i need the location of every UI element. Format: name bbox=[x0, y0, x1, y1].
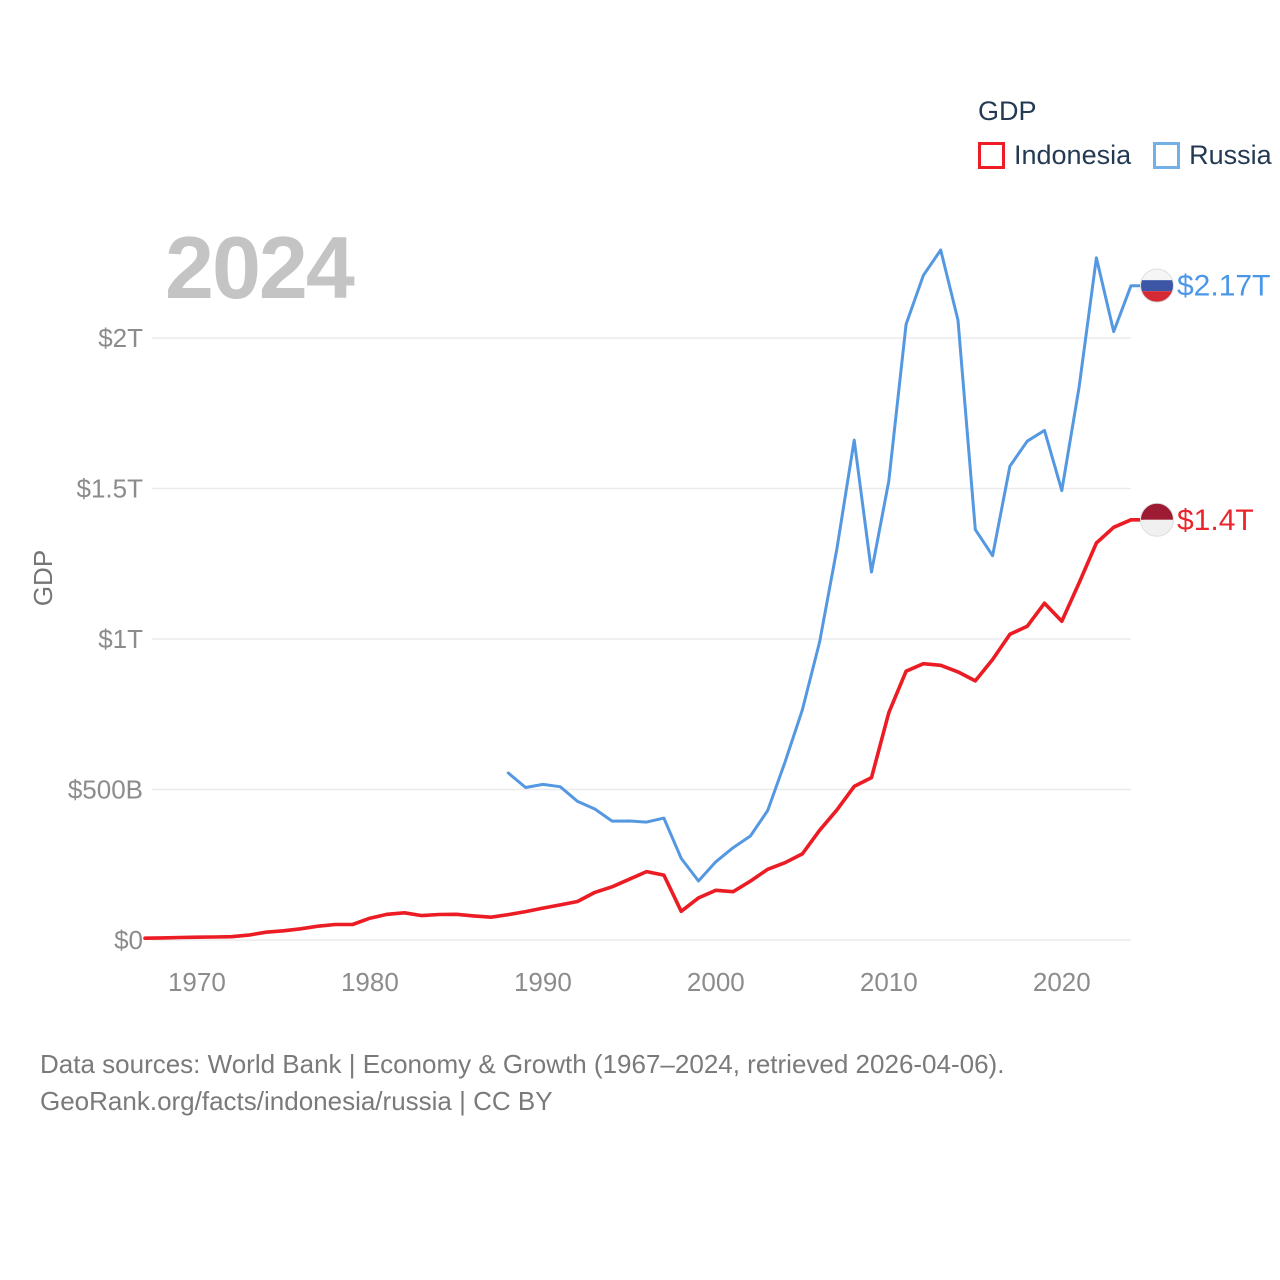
legend-item-indonesia[interactable]: Indonesia bbox=[978, 140, 1131, 171]
russia-flag-stripe-1 bbox=[1140, 280, 1174, 292]
x-tick-label: 2020 bbox=[1033, 967, 1091, 997]
x-tick-label: 1970 bbox=[168, 967, 226, 997]
russia-end-value-label: $2.17T bbox=[1177, 270, 1270, 303]
x-tick-label: 1990 bbox=[514, 967, 572, 997]
y-tick-label: $1.5T bbox=[77, 474, 144, 504]
russia-gdp-line[interactable] bbox=[506, 248, 1144, 883]
y-axis-title: GDP bbox=[28, 550, 58, 606]
y-tick-label: $500B bbox=[68, 775, 143, 805]
y-tick-label: $0 bbox=[114, 925, 143, 955]
x-tick-label: 2010 bbox=[860, 967, 918, 997]
x-tick-label: 2000 bbox=[687, 967, 745, 997]
indonesia-swatch-icon bbox=[978, 142, 1005, 169]
indonesia-flag-stripe-1 bbox=[1140, 519, 1174, 537]
legend: GDP Indonesia Russia bbox=[978, 96, 1272, 171]
footer: Data sources: World Bank | Economy & Gro… bbox=[40, 1046, 1004, 1120]
indonesia-end-value-label: $1.4T bbox=[1177, 504, 1254, 537]
russia-flag-stripe-2 bbox=[1140, 291, 1174, 303]
russia-flag-stripe-0 bbox=[1140, 269, 1174, 281]
footer-sources-line: Data sources: World Bank | Economy & Gro… bbox=[40, 1049, 1005, 1079]
y-tick-label: $2T bbox=[98, 323, 143, 353]
footer-attribution-line: GeoRank.org/facts/indonesia/russia | CC … bbox=[40, 1086, 553, 1116]
x-tick-label: 1980 bbox=[341, 967, 399, 997]
legend-title: GDP bbox=[978, 96, 1037, 126]
legend-item-label: Indonesia bbox=[1014, 140, 1132, 170]
russia-flag-icon bbox=[1140, 268, 1174, 303]
year-watermark: 2024 bbox=[165, 218, 355, 317]
legend-items: Indonesia Russia bbox=[978, 140, 1272, 171]
indonesia-flag-icon bbox=[1140, 502, 1174, 537]
indonesia-gdp-line[interactable] bbox=[143, 517, 1144, 941]
indonesia-flag-stripe-0 bbox=[1140, 503, 1174, 520]
russia-swatch-icon bbox=[1153, 142, 1181, 169]
legend-item-label: Russia bbox=[1189, 140, 1272, 170]
legend-item-russia[interactable]: Russia bbox=[1153, 140, 1272, 171]
y-tick-label: $1T bbox=[98, 624, 143, 654]
